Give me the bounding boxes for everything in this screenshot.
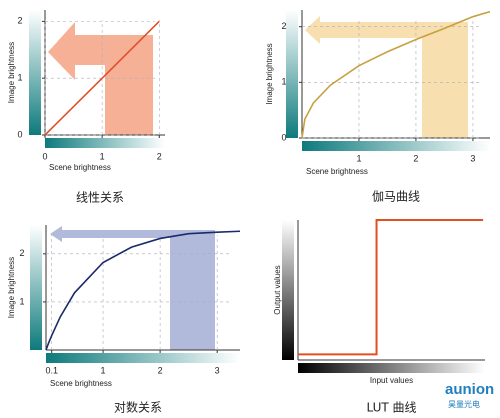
y-axis-label: Image brightness xyxy=(265,43,274,104)
x-gradient-bar xyxy=(45,138,165,148)
line xyxy=(301,10,491,139)
y-tick-label: 2 xyxy=(281,21,286,31)
line xyxy=(44,20,160,136)
x-gradient-bar xyxy=(298,363,485,373)
y-axis-label: Output values xyxy=(273,265,282,314)
line xyxy=(45,230,241,351)
watermark-brand: aunion xyxy=(445,381,494,398)
x-tick-label: 3 xyxy=(215,365,220,375)
y-gradient-bar xyxy=(29,10,41,135)
x-tick-label: 1 xyxy=(100,151,105,161)
x-tick-label: 1 xyxy=(101,365,106,375)
highlight-arrow xyxy=(50,226,215,350)
y-axis-label: Image brightness xyxy=(7,42,16,103)
x-tick-label: 1 xyxy=(356,153,361,163)
x-tick-label: 0.1 xyxy=(45,365,58,375)
x-tick-label: 2 xyxy=(413,153,418,163)
y-gradient-bar xyxy=(286,10,298,138)
x-tick-label: 2 xyxy=(157,151,162,161)
y-tick-label: 0 xyxy=(281,132,286,142)
x-tick-label: 2 xyxy=(158,365,163,375)
x-axis-label: Scene brightness xyxy=(50,379,112,388)
x-gradient-bar xyxy=(302,141,490,151)
caption: 线性关系 xyxy=(76,191,124,205)
y-tick-label: 1 xyxy=(19,296,24,306)
y-gradient-bar xyxy=(30,225,42,350)
x-tick-label: 3 xyxy=(470,153,475,163)
y-tick-label: 2 xyxy=(19,248,24,258)
y-gradient-bar xyxy=(282,220,294,360)
caption: LUT 曲线 xyxy=(366,401,416,415)
y-axis-label: Image brightness xyxy=(7,257,16,318)
highlight-arrow xyxy=(305,16,468,138)
y-tick-label: 0 xyxy=(17,129,22,139)
watermark-name: 昊量光电 xyxy=(448,399,480,409)
x-axis-label: Scene brightness xyxy=(306,167,368,176)
highlight-arrow xyxy=(48,22,153,135)
y-tick-label: 2 xyxy=(17,16,22,26)
caption: 对数关系 xyxy=(114,400,162,415)
x-tick-label: 0 xyxy=(42,151,47,161)
caption: 伽马曲线 xyxy=(372,189,420,204)
x-gradient-bar xyxy=(46,353,240,363)
y-tick-label: 1 xyxy=(17,73,22,83)
line xyxy=(298,219,484,356)
x-axis-label: Scene brightness xyxy=(49,163,111,172)
x-axis-label: Input values xyxy=(370,376,413,385)
y-tick-label: 1 xyxy=(281,77,286,87)
